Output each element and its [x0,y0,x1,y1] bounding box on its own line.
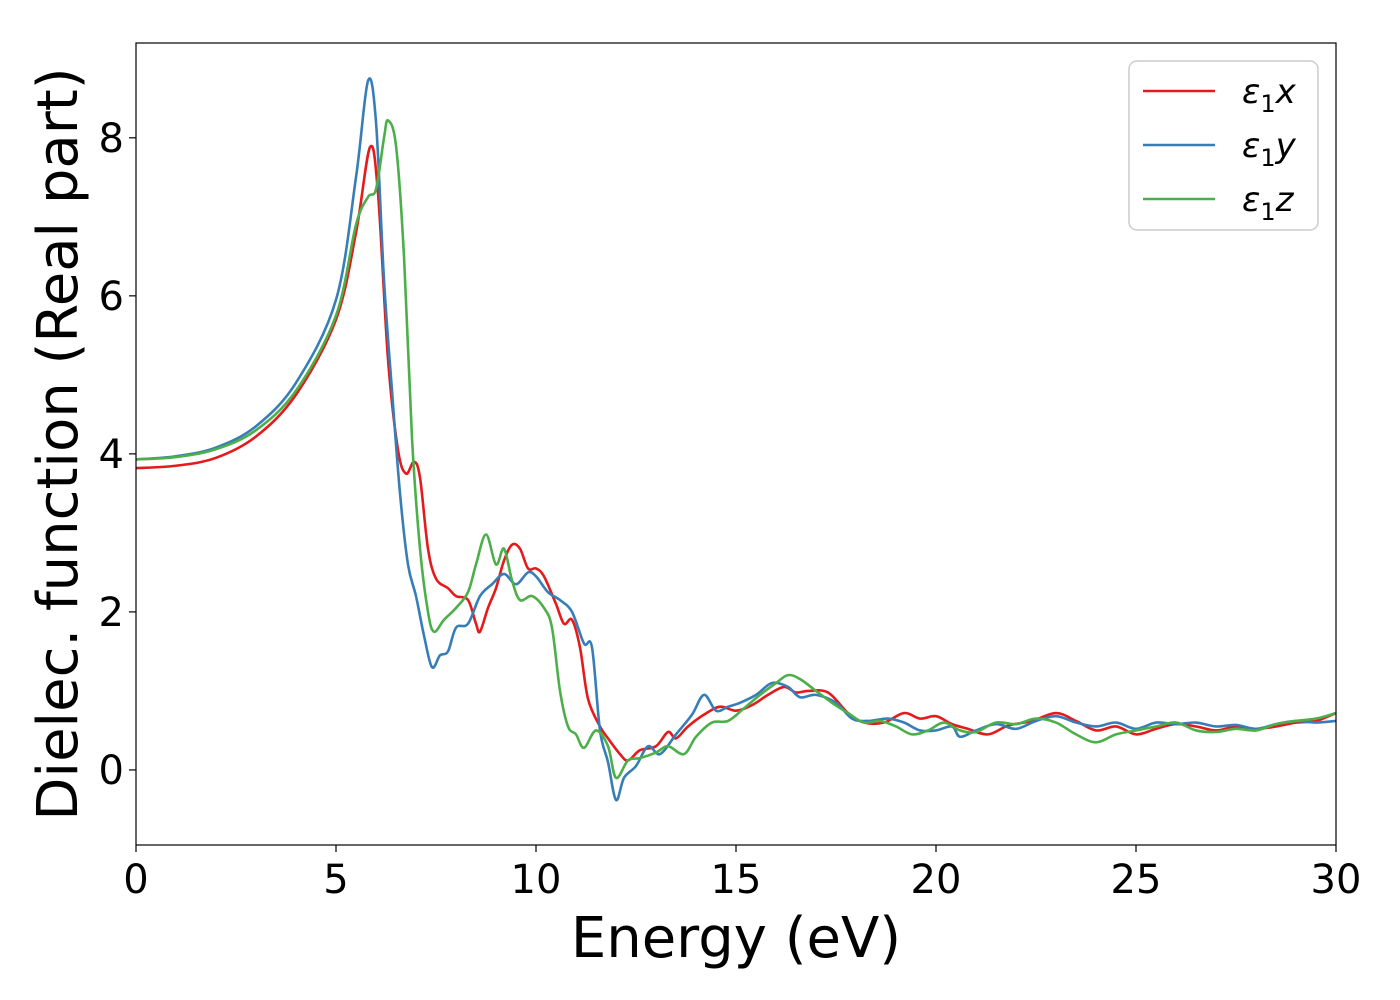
series-line-z [136,119,1336,780]
series-line-x [136,144,1336,762]
x-axis: 0 5 10 15 20 25 30 [123,845,1361,903]
legend-label-x: ε1x [1242,72,1297,118]
legend-label-z: ε1z [1242,180,1295,226]
y-tick-label: 2 [99,590,124,636]
x-tick-label: 20 [911,857,962,903]
x-axis-title: Energy (eV) [571,906,901,971]
series-line-y [136,77,1336,802]
y-axis-title: Dielec. function (Real part) [26,67,91,820]
y-tick-label: 6 [99,274,124,320]
y-tick-label: 0 [99,748,124,794]
legend-label-y: ε1y [1242,126,1297,172]
legend: ε1x ε1y ε1z [1128,60,1319,231]
y-tick-label: 4 [99,432,124,478]
x-tick-label: 25 [1111,857,1162,903]
legend-box [1128,60,1319,231]
x-tick-label: 15 [711,857,762,903]
x-tick-label: 5 [323,857,348,903]
series-layer [136,77,1336,802]
x-tick-label: 0 [123,857,148,903]
y-tick-label: 8 [99,116,124,162]
x-tick-label: 10 [511,857,562,903]
y-axis: 0 2 4 6 8 [99,116,136,794]
x-tick-label: 30 [1311,857,1362,903]
